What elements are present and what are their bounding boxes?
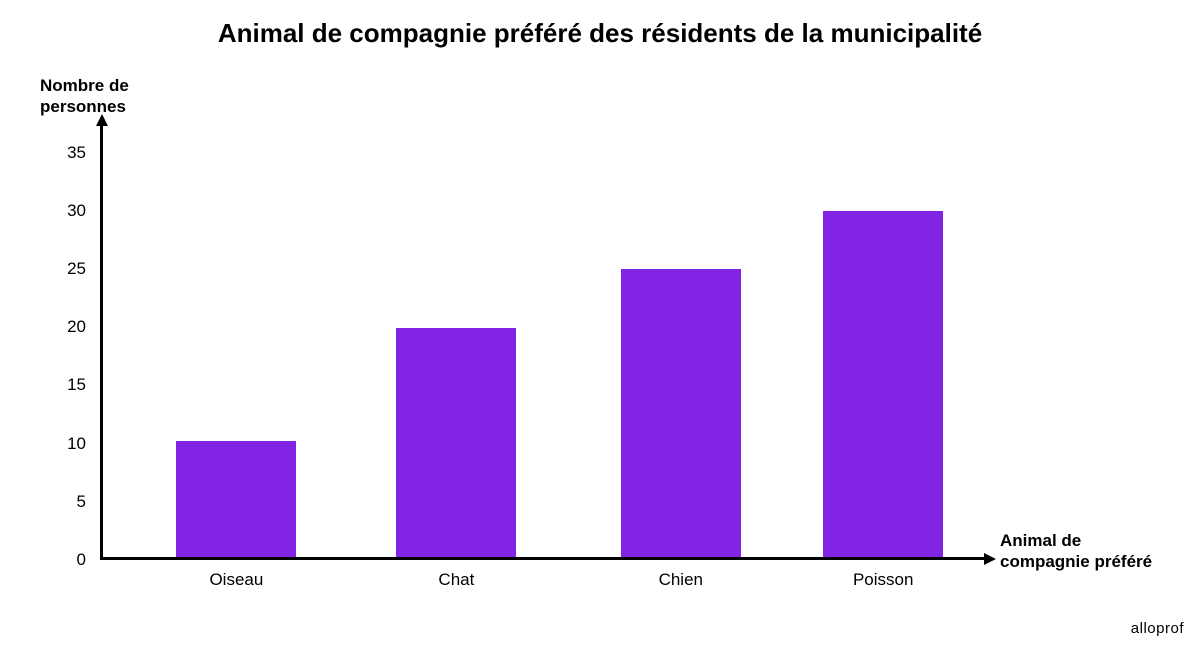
x-axis bbox=[100, 557, 988, 560]
y-axis-label-line1: Nombre de bbox=[40, 76, 129, 95]
y-tick-label: 15 bbox=[46, 375, 86, 395]
y-tick-label: 25 bbox=[46, 259, 86, 279]
y-tick-label: 20 bbox=[46, 317, 86, 337]
x-tick-label: Oiseau bbox=[156, 570, 316, 590]
bar bbox=[621, 269, 741, 557]
y-tick-label: 10 bbox=[46, 434, 86, 454]
y-tick-label: 35 bbox=[46, 143, 86, 163]
y-axis-label-line2: personnes bbox=[40, 97, 126, 116]
chart-title: Animal de compagnie préféré des résident… bbox=[0, 0, 1200, 49]
x-tick-label: Poisson bbox=[803, 570, 963, 590]
y-axis-label: Nombre de personnes bbox=[40, 75, 129, 118]
x-axis-label-line2: compagnie préféré bbox=[1000, 552, 1152, 571]
y-tick-label: 30 bbox=[46, 201, 86, 221]
x-tick-label: Chat bbox=[376, 570, 536, 590]
y-axis bbox=[100, 122, 103, 560]
x-axis-label-line1: Animal de bbox=[1000, 531, 1081, 550]
chart-area: 05101520253035OiseauChatChienPoisson bbox=[100, 130, 980, 560]
y-axis-arrow-icon bbox=[96, 114, 108, 126]
bar bbox=[176, 441, 296, 557]
bar bbox=[823, 211, 943, 557]
bar bbox=[396, 328, 516, 557]
watermark: alloprof bbox=[1131, 620, 1184, 637]
x-axis-arrow-icon bbox=[984, 553, 996, 565]
y-tick-label: 5 bbox=[46, 492, 86, 512]
x-tick-label: Chien bbox=[601, 570, 761, 590]
y-tick-label: 0 bbox=[46, 550, 86, 570]
x-axis-label: Animal de compagnie préféré bbox=[1000, 530, 1152, 573]
plot-area: 05101520253035OiseauChatChienPoisson bbox=[100, 130, 980, 560]
